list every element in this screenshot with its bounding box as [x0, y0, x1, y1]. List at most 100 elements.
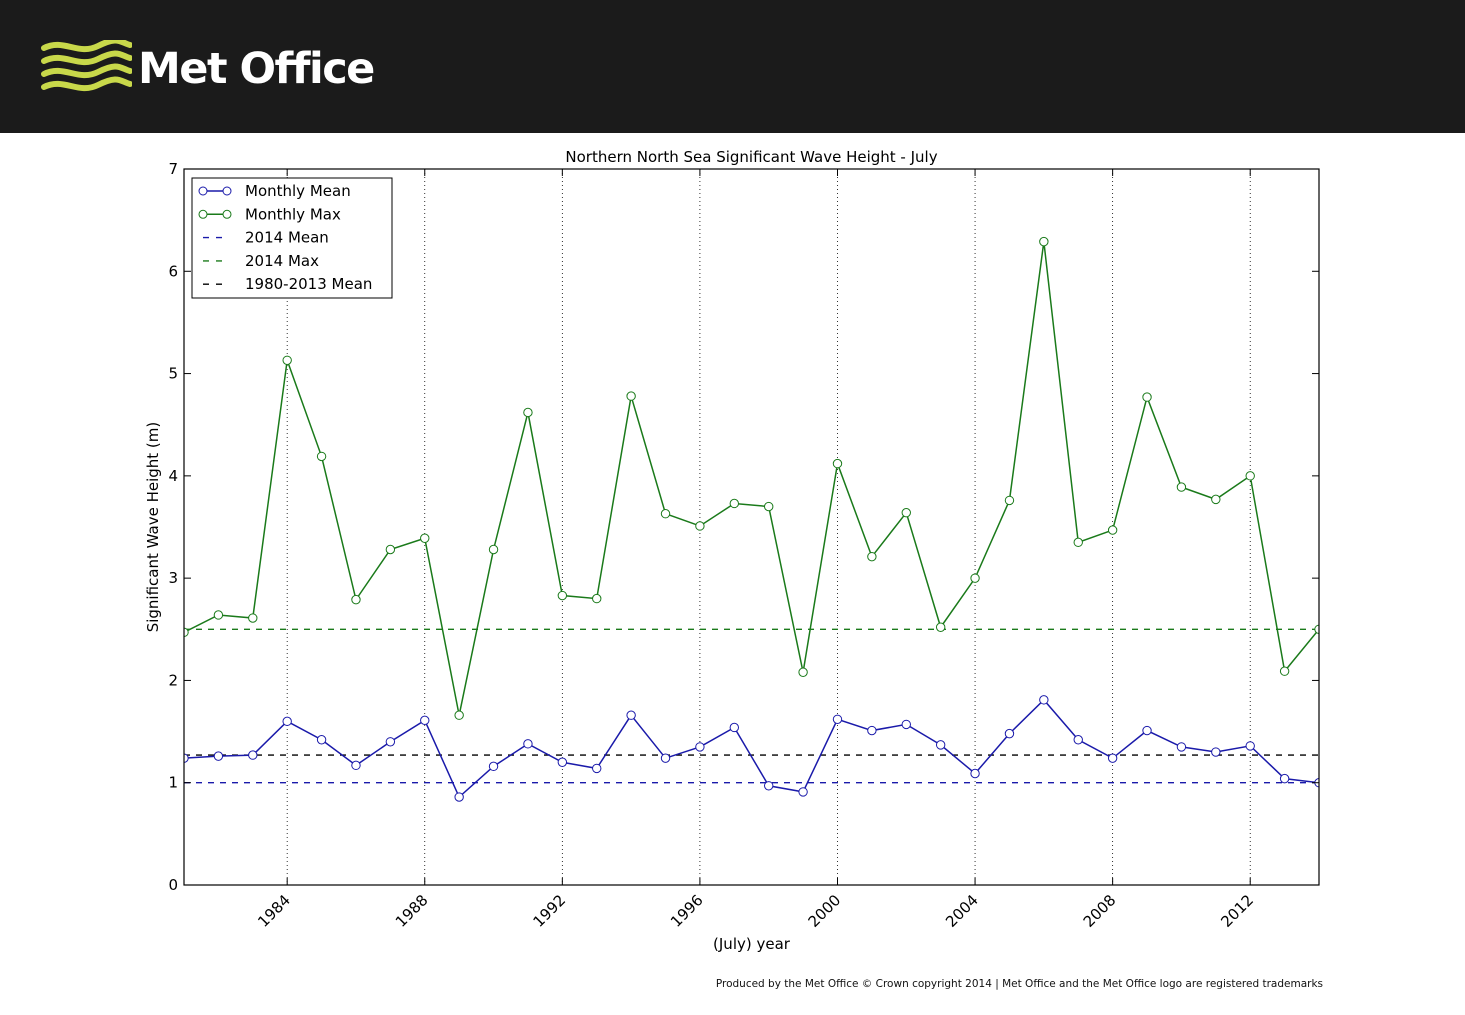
chart-title: Northern North Sea Significant Wave Heig…	[565, 148, 937, 166]
legend-marker-right-monthly-mean	[222, 186, 232, 196]
point-monthly-max-2000	[832, 458, 843, 469]
point-monthly-mean-2002	[901, 719, 911, 730]
point-monthly-mean-2001	[867, 725, 877, 736]
x-tick-label-2000: 2000	[805, 891, 845, 931]
point-monthly-max-1992	[557, 590, 568, 601]
point-monthly-mean-1983	[248, 750, 258, 760]
point-monthly-mean-2000	[832, 714, 843, 724]
point-monthly-max-1982	[213, 610, 224, 620]
y-tick-label-7: 7	[168, 160, 178, 178]
y-tick-label-0: 0	[168, 876, 178, 894]
point-monthly-max-2004	[970, 573, 980, 583]
point-monthly-max-2012	[1245, 471, 1255, 481]
point-monthly-max-2003	[935, 622, 946, 632]
legend-label-monthly-max: Monthly Max	[245, 205, 341, 223]
met-office-logo[interactable]: Met Office	[40, 38, 375, 100]
point-monthly-max-1984	[282, 355, 292, 365]
plot-area	[184, 236, 1319, 802]
x-tick-label-2012: 2012	[1217, 891, 1257, 931]
point-monthly-max-1990	[488, 544, 499, 555]
plot-frame	[183, 168, 1320, 886]
legend-label-1980-2013-mean: 1980-2013 Mean	[245, 275, 372, 293]
legend-box	[191, 177, 393, 299]
point-monthly-max-1994	[626, 391, 636, 401]
y-tick-label-5: 5	[168, 365, 178, 383]
y-tick-label-2: 2	[168, 671, 178, 689]
point-monthly-max-2014	[1314, 624, 1319, 634]
series-line-monthly-mean	[184, 698, 1319, 799]
point-monthly-mean-2010	[1176, 742, 1187, 752]
x-tick-label-2004: 2004	[942, 891, 982, 931]
point-monthly-mean-1992	[557, 757, 568, 767]
point-monthly-mean-1999	[798, 787, 808, 797]
x-tick-label-1992: 1992	[529, 891, 569, 931]
point-monthly-mean-1991	[523, 739, 533, 749]
y-tick-label-4: 4	[168, 467, 178, 485]
legend-label-2014-max: 2014 Max	[245, 252, 319, 270]
point-monthly-mean-1990	[488, 761, 499, 772]
legend-marker-right-monthly-max	[222, 209, 232, 219]
point-monthly-max-2002	[901, 507, 911, 518]
header-bar: Met Office	[0, 0, 1465, 133]
point-monthly-max-2008	[1107, 525, 1118, 535]
point-monthly-mean-1997	[729, 722, 740, 733]
point-monthly-mean-2009	[1142, 725, 1152, 736]
point-monthly-mean-1986	[351, 760, 361, 771]
point-monthly-max-2007	[1073, 537, 1083, 548]
point-monthly-max-1995	[660, 509, 671, 519]
legend-marker-left-monthly-mean	[198, 186, 208, 196]
point-monthly-mean-1985	[316, 735, 327, 745]
point-monthly-max-1985	[316, 451, 327, 462]
point-monthly-mean-1988	[420, 715, 430, 726]
point-monthly-mean-2006	[1039, 695, 1049, 705]
point-monthly-mean-2007	[1073, 735, 1083, 745]
point-monthly-mean-2011	[1211, 747, 1221, 757]
y-tick-label-3: 3	[168, 569, 178, 587]
legend-label-2014-mean: 2014 Mean	[245, 229, 329, 247]
x-axis-label: (July) year	[713, 935, 791, 953]
point-monthly-max-2011	[1211, 494, 1221, 505]
x-tick-label-2008: 2008	[1080, 891, 1120, 931]
y-tick-label-6: 6	[168, 262, 178, 280]
legend: Monthly Mean Monthly Max 2014 Mean 2014 Max…	[191, 177, 393, 299]
point-monthly-max-2009	[1142, 392, 1152, 402]
x-tick-label-1984: 1984	[254, 891, 294, 931]
point-monthly-mean-2004	[970, 768, 980, 779]
point-monthly-mean-2013	[1279, 773, 1290, 784]
logo-wordmark: Met Office	[138, 43, 375, 94]
legend-label-monthly-mean: Monthly Mean	[245, 182, 351, 200]
point-monthly-mean-1982	[213, 751, 224, 761]
series-line-monthly-max	[184, 241, 1319, 716]
x-tick-label-1996: 1996	[667, 891, 707, 931]
y-tick-label-1: 1	[168, 774, 178, 792]
point-monthly-mean-1993	[592, 763, 602, 774]
point-monthly-mean-1987	[385, 737, 396, 747]
y-axis-label: Significant Wave Height (m)	[144, 422, 162, 633]
point-monthly-mean-2005	[1004, 728, 1015, 739]
wave-logo-icon	[41, 40, 132, 92]
point-monthly-mean-1984	[282, 716, 292, 727]
copyright-footer: Produced by the Met Office © Crown copyr…	[715, 978, 1323, 990]
point-monthly-mean-1996	[695, 742, 705, 752]
point-monthly-max-1989	[454, 710, 464, 720]
point-monthly-max-2010	[1176, 482, 1187, 492]
wave-height-chart: 0 1 2 3 4 5 6 7 1984 1988 1992 1996 2000 2004 2008 2012…	[144, 148, 1320, 953]
point-monthly-mean-1989	[454, 792, 464, 802]
point-monthly-mean-1994	[626, 710, 636, 720]
point-monthly-max-2005	[1004, 495, 1015, 506]
point-monthly-max-1998	[763, 501, 774, 512]
point-monthly-max-1991	[523, 407, 533, 418]
point-monthly-max-1987	[385, 544, 396, 555]
point-monthly-max-1996	[695, 521, 705, 531]
point-monthly-mean-2003	[935, 740, 946, 750]
point-monthly-max-1999	[798, 667, 808, 677]
legend-marker-left-monthly-max	[198, 209, 208, 219]
point-monthly-max-1986	[351, 594, 361, 605]
point-monthly-mean-1995	[660, 753, 671, 763]
point-monthly-max-2013	[1279, 666, 1290, 676]
point-monthly-mean-2008	[1107, 753, 1118, 763]
point-monthly-max-1988	[420, 533, 430, 543]
point-monthly-max-1993	[592, 593, 602, 604]
x-tick-label-1988: 1988	[392, 891, 432, 931]
point-monthly-max-1997	[729, 498, 740, 509]
